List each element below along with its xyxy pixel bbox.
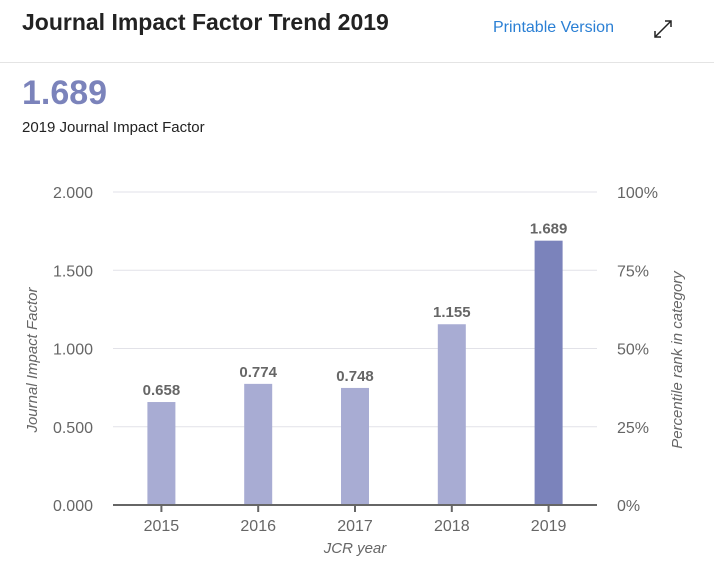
y-right-tick-label: 100% — [617, 185, 658, 202]
y-tick-label: 2.000 — [53, 185, 93, 202]
bar-2016[interactable] — [244, 383, 273, 505]
data-label: 1.689 — [530, 221, 568, 238]
impact-factor-value: 1.689 — [22, 74, 108, 112]
bar-2015[interactable] — [147, 402, 176, 505]
y-axis-title: Journal Impact Factor — [24, 286, 41, 433]
y-right-tick-label: 75% — [617, 263, 649, 280]
printable-version-link[interactable]: Printable Version — [493, 19, 614, 36]
y-axis-right-title: Percentile rank in category — [669, 270, 686, 449]
y-tick-label: 1.000 — [53, 342, 93, 359]
data-label: 0.774 — [239, 364, 277, 381]
data-label: 0.658 — [143, 382, 181, 399]
page-title: Journal Impact Factor Trend 2019 — [22, 9, 389, 35]
bar-2018[interactable] — [437, 324, 466, 505]
x-axis-title: JCR year — [323, 540, 388, 557]
bar-2017[interactable] — [341, 387, 369, 505]
y-right-tick-label: 50% — [617, 342, 649, 359]
x-tick-label: 2015 — [144, 518, 180, 535]
y-tick-label: 0.500 — [53, 420, 93, 437]
impact-factor-label: 2019 Journal Impact Factor — [22, 119, 205, 136]
y-tick-label: 1.500 — [53, 263, 93, 280]
x-tick-label: 2019 — [531, 518, 567, 535]
data-label: 0.748 — [336, 368, 374, 385]
header: Journal Impact Factor Trend 2019 Printab… — [0, 0, 714, 63]
y-tick-label: 0.000 — [53, 498, 93, 515]
y-right-tick-label: 25% — [617, 420, 649, 437]
x-tick-label: 2018 — [434, 518, 470, 535]
data-label: 1.155 — [433, 304, 471, 321]
y-right-tick-label: 0% — [617, 498, 640, 515]
expand-icon[interactable] — [652, 18, 674, 40]
x-tick-label: 2016 — [240, 518, 276, 535]
bar-2019[interactable] — [534, 240, 563, 505]
x-tick-label: 2017 — [337, 518, 373, 535]
